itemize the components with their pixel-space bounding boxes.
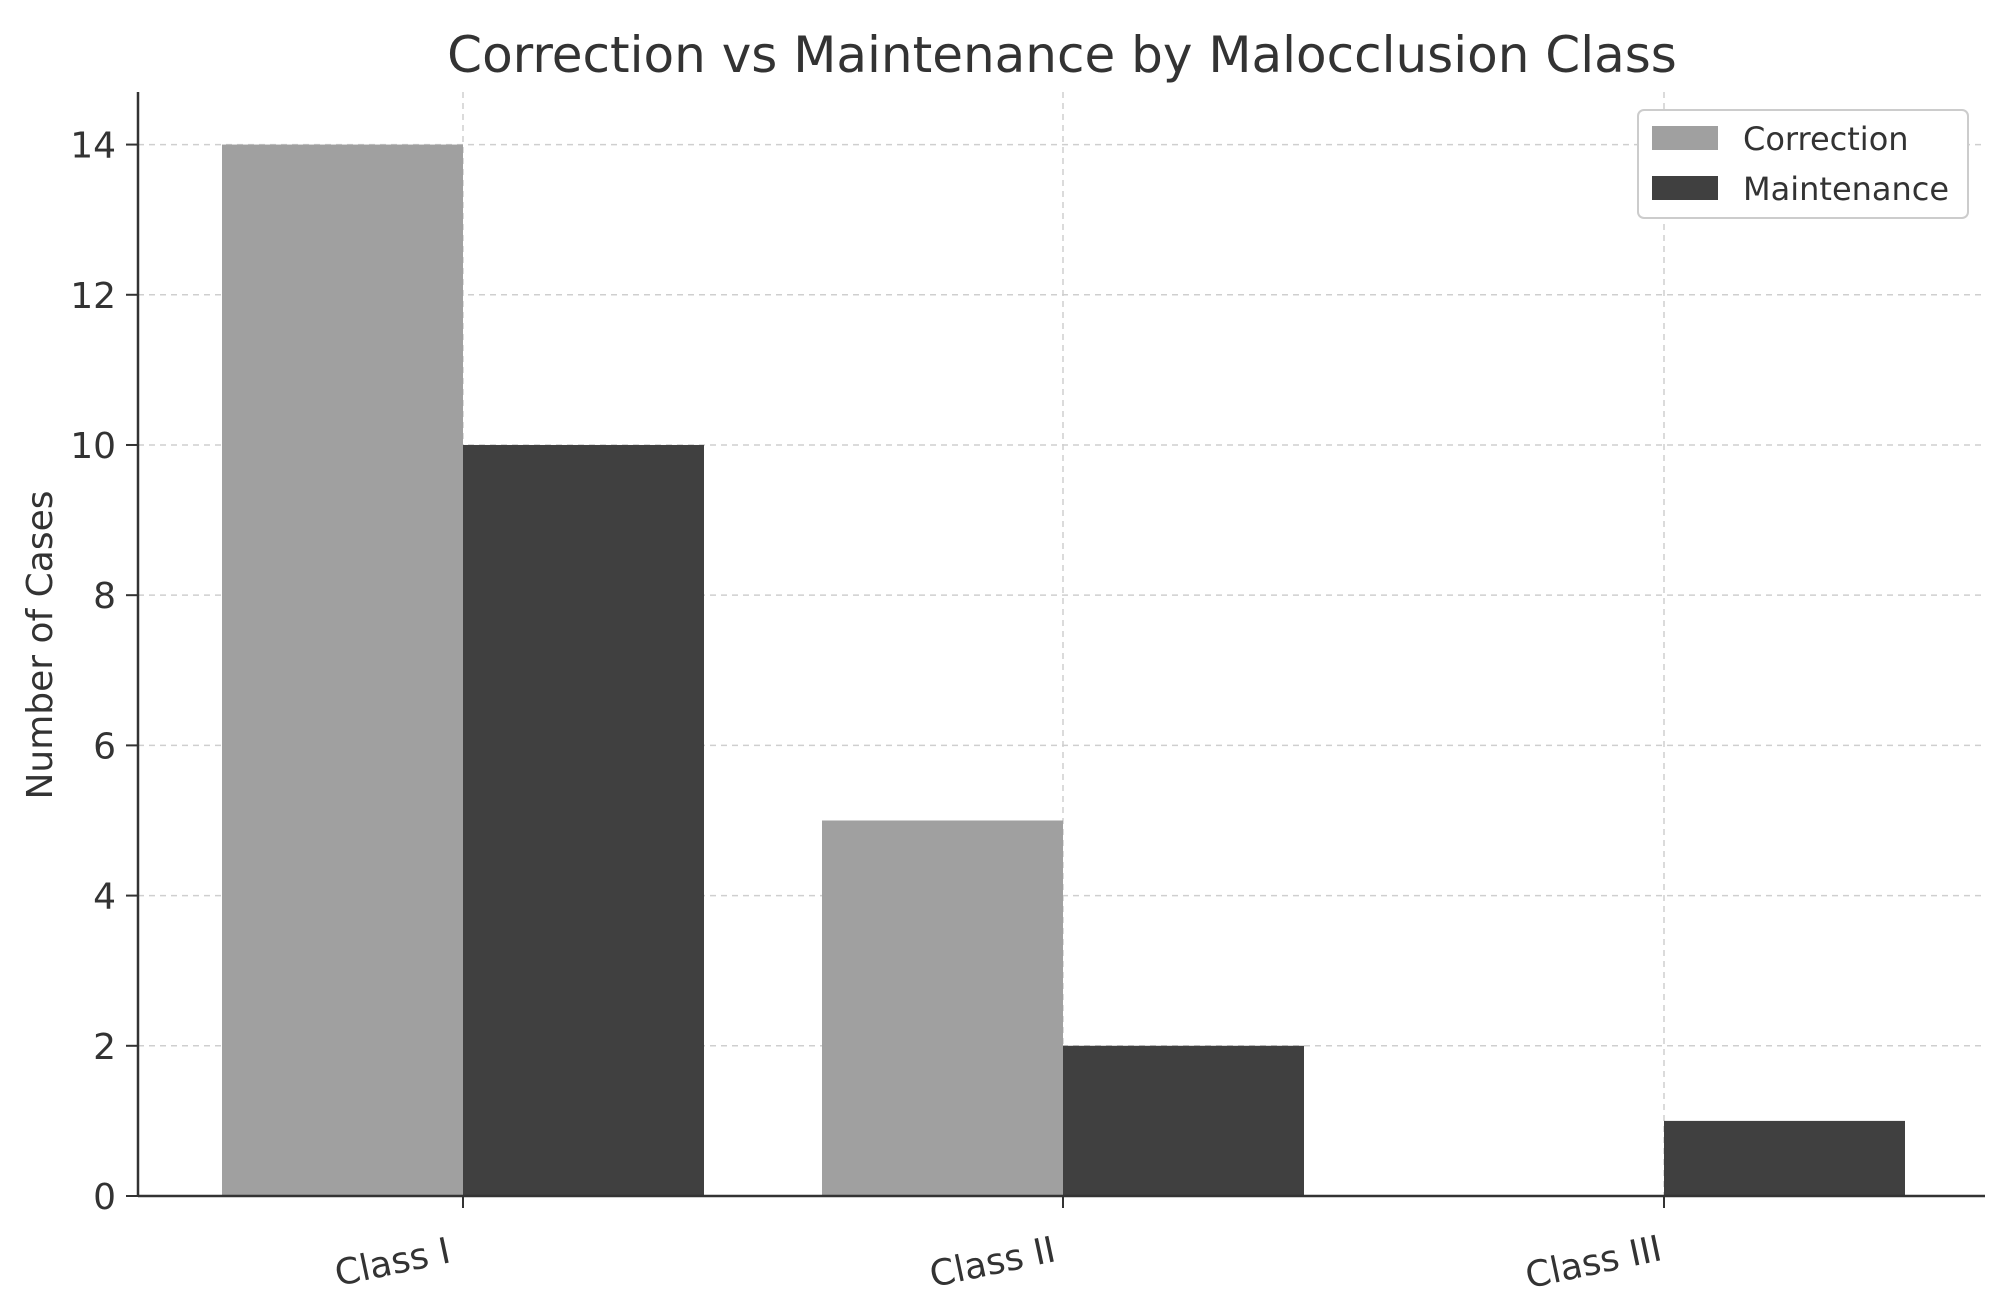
- bar-maintenance-class-ii: [1063, 1045, 1304, 1196]
- y-tick-label: 4: [93, 877, 116, 918]
- y-tick-label: 2: [93, 1027, 116, 1068]
- y-axis-label: Number of Cases: [20, 490, 61, 799]
- legend-label-correction: Correction: [1743, 120, 1909, 158]
- x-tick-label: Class III: [1522, 1228, 1666, 1295]
- legend-swatch-maintenance: [1652, 176, 1718, 200]
- bar-correction-class-i: [222, 144, 463, 1197]
- y-tick-label: 12: [70, 276, 116, 317]
- axes: [126, 92, 1985, 1208]
- y-tick-label: 8: [93, 576, 116, 617]
- legend-label-maintenance: Maintenance: [1743, 170, 1949, 208]
- bar-correction-class-ii: [822, 820, 1063, 1196]
- legend: Correction Maintenance: [1637, 109, 1969, 219]
- y-tick-label: 10: [70, 426, 116, 467]
- y-tick-label: 0: [93, 1177, 116, 1218]
- bars: [222, 144, 1905, 1197]
- legend-frame: [1637, 109, 1969, 219]
- chart-title: Correction vs Maintenance by Malocclusio…: [447, 26, 1677, 84]
- y-tick-label: 14: [70, 126, 116, 167]
- legend-swatch-correction: [1652, 126, 1718, 150]
- bar-maintenance-class-i: [463, 444, 704, 1196]
- y-tick-label: 6: [93, 726, 116, 767]
- bar-maintenance-class-iii: [1664, 1120, 1905, 1196]
- x-tick-label: Class II: [926, 1229, 1059, 1295]
- x-tick-label: Class I: [331, 1231, 454, 1295]
